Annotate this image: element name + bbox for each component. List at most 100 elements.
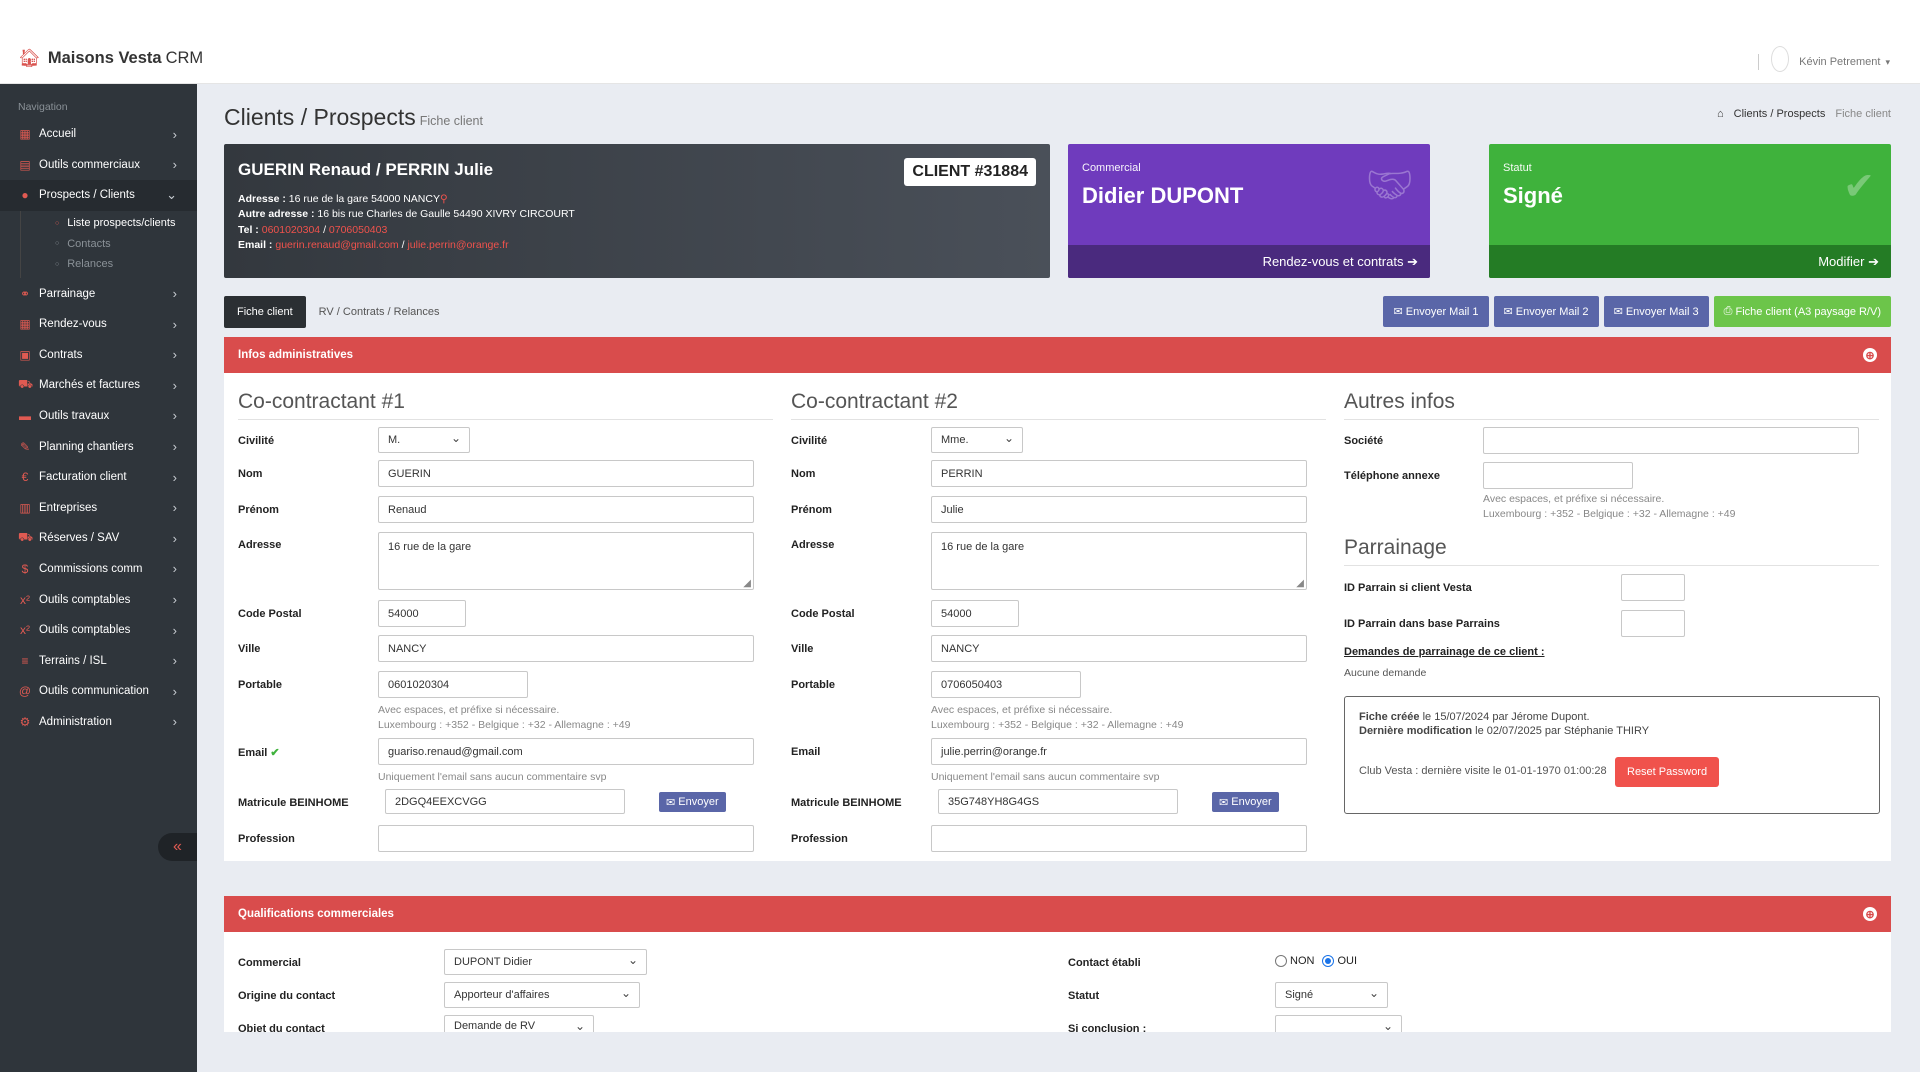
c1-prenom-input[interactable]: Renaud [378, 496, 754, 523]
origine-select[interactable]: Apporteur d'affaires [444, 982, 640, 1008]
breadcrumb-clients[interactable]: Clients / Prospects [1733, 108, 1826, 120]
email-link-1[interactable]: guerin.renaud@gmail.com [275, 238, 399, 251]
parrainage-title: Parrainage [1344, 536, 1879, 566]
sidebar-item-0[interactable]: ▦ Accueil › [0, 119, 197, 150]
demandes-parrainage-link[interactable]: Demandes de parrainage de ce client : [1344, 646, 1545, 658]
sidebar-item-16[interactable]: @ Outils communication › [0, 676, 197, 707]
collapse-sidebar-button[interactable]: « [158, 833, 197, 861]
sidebar-item-1[interactable]: ▤ Outils commerciaux › [0, 150, 197, 181]
c1-profession-input[interactable] [378, 825, 754, 852]
user-menu[interactable]: Kévin Petrement ▾ [1758, 46, 1890, 72]
arrow-circle-right-icon: ➔ [1407, 253, 1418, 269]
sidebar-item-17[interactable]: ⚙ Administration › [0, 707, 197, 738]
tab-rv-contrats[interactable]: RV / Contrats / Relances [318, 306, 440, 318]
send-mail-2-button[interactable]: ✉ Envoyer Mail 2 [1493, 296, 1599, 327]
civilite-label: Civilité [791, 435, 828, 447]
c2-matricule-input[interactable]: 35G748YH8G4GS [938, 789, 1178, 814]
sidebar-item-label: Commissions comm [39, 562, 143, 575]
sidebar-item-3[interactable]: ⚭ Parrainage › [0, 278, 197, 309]
chevron-right-icon: › [172, 157, 177, 173]
sidebar-item-13[interactable]: x² Outils comptables › [0, 584, 197, 615]
send-mail-3-button[interactable]: ✉ Envoyer Mail 3 [1603, 296, 1709, 327]
c1-send-button[interactable]: ✉ Envoyer [659, 792, 726, 812]
admin-panel-header[interactable]: Infos administratives ⊕ [224, 337, 1891, 373]
page-bottom [197, 1032, 1920, 1072]
history-box: Fiche créée le 15/07/2024 par Jérome Dup… [1344, 696, 1880, 814]
modify-status-link[interactable]: Modifier ➔ [1489, 245, 1891, 278]
c2-email-input[interactable]: julie.perrin@orange.fr [931, 738, 1307, 765]
email-link-2[interactable]: julie.perrin@orange.fr [407, 238, 509, 251]
c1-adresse-input[interactable]: 16 rue de la gare [378, 532, 754, 590]
c1-matricule-input[interactable]: 2DGQ4EEXCVGG [385, 789, 625, 814]
sidebar-item-7[interactable]: ▬ Outils travaux › [0, 401, 197, 432]
c2-nom-input[interactable]: PERRIN [931, 460, 1307, 487]
c1-civilite-input[interactable]: M. [378, 427, 470, 453]
sidebar-item-6[interactable]: ⛟ Marchés et factures › [0, 370, 197, 401]
c1-email-input[interactable]: guariso.renaud@gmail.com [378, 738, 754, 765]
statut-select[interactable]: Signé [1275, 982, 1388, 1008]
c1-phone-hint: Avec espaces, et préfixe si nécessaire. L… [378, 704, 631, 731]
sidebar-item-5[interactable]: ▣ Contrats › [0, 339, 197, 370]
c2-send-button[interactable]: ✉ Envoyer [1212, 792, 1279, 812]
phone-link-1[interactable]: 0601020304 [261, 223, 321, 236]
c2-civilite-input[interactable]: Mme. [931, 427, 1023, 453]
objet-select[interactable]: Demande de RV [444, 1015, 594, 1037]
sidebar-item-14[interactable]: x² Outils comptables › [0, 615, 197, 646]
radio-non[interactable]: NON [1275, 955, 1314, 967]
sidebar-item-11[interactable]: ⛟ Réserves / SAV › [0, 523, 197, 554]
admin-panel: Infos administratives ⊕ Co-contractant #1… [224, 337, 1891, 861]
nom-label: Nom [791, 468, 816, 480]
c1-portable-input[interactable]: 0601020304 [378, 671, 528, 698]
prenom-label: Prénom [238, 504, 279, 516]
quali-panel-header[interactable]: Qualifications commerciales ⊕ [224, 896, 1891, 932]
sidebar-item-12[interactable]: $ Commissions comm › [0, 554, 197, 585]
sidebar-item-2[interactable]: ● Prospects / Clients ⌄ [0, 180, 197, 211]
c1-ville-input[interactable]: NANCY [378, 635, 754, 662]
societe-input[interactable] [1483, 427, 1859, 454]
id-parrain-base-input[interactable] [1621, 610, 1685, 637]
chevron-right-icon: › [172, 439, 177, 455]
sidebar-item-15[interactable]: ≡ Terrains / ISL › [0, 645, 197, 676]
truck-icon: ⛟ [18, 530, 34, 545]
tel-annexe-input[interactable] [1483, 462, 1633, 489]
home-icon[interactable]: ⌂ [1717, 108, 1724, 120]
send-mail-1-button[interactable]: ✉ Envoyer Mail 1 [1383, 296, 1489, 327]
c2-profession-input[interactable] [931, 825, 1307, 852]
nav-title: Navigation [18, 101, 68, 113]
c2-adresse-input[interactable]: 16 rue de la gare [931, 532, 1307, 590]
expand-icon[interactable]: ⊕ [1863, 907, 1877, 921]
submenu-item-2[interactable]: ○ Relances [55, 258, 114, 271]
radio-oui[interactable]: OUI [1322, 955, 1357, 967]
expand-icon[interactable]: ⊕ [1863, 348, 1877, 362]
c1-cp-input[interactable]: 54000 [378, 600, 466, 627]
profession-label: Profession [791, 833, 848, 845]
status-value: Signé [1503, 183, 1563, 208]
reset-password-button[interactable]: Reset Password [1615, 757, 1720, 787]
map-marker-icon[interactable]: ⚲ [439, 193, 448, 205]
sidebar-item-8[interactable]: ✎ Planning chantiers › [0, 431, 197, 462]
phone-link-2[interactable]: 0706050403 [328, 223, 388, 236]
submenu-item-0[interactable]: ○ Liste prospects/clients [55, 217, 176, 230]
c2-section: Co-contractant #2 [791, 390, 1326, 420]
id-parrain-vesta-input[interactable] [1621, 574, 1685, 601]
c2-portable-input[interactable]: 0706050403 [931, 671, 1081, 698]
sidebar-item-label: Réserves / SAV [39, 532, 120, 545]
circle-icon: ○ [55, 240, 60, 248]
c2-ville-input[interactable]: NANCY [931, 635, 1307, 662]
submenu-item-1[interactable]: ○ Contacts [55, 237, 111, 250]
client-summary-card: GUERIN Renaud / PERRIN Julie CLIENT #318… [224, 144, 1050, 278]
tab-fiche-client[interactable]: Fiche client [224, 296, 306, 328]
brand-suffix: CRM [165, 49, 204, 67]
sidebar-item-9[interactable]: € Facturation client › [0, 462, 197, 493]
c2-cp-input[interactable]: 54000 [931, 600, 1019, 627]
prospects-submenu: ○ Liste prospects/clients ○ Contacts ○ Relanc… [20, 210, 197, 279]
c1-nom-input[interactable]: GUERIN [378, 460, 754, 487]
commercial-select[interactable]: DUPONT Didier [444, 949, 647, 975]
print-fiche-button[interactable]: ⎙ Fiche client (A3 paysage R/V) [1713, 296, 1891, 327]
cp-label: Code Postal [238, 608, 302, 620]
sidebar-item-4[interactable]: ▦ Rendez-vous › [0, 309, 197, 340]
sidebar-item-10[interactable]: ▥ Entreprises › [0, 492, 197, 523]
brand-logo[interactable]: 🏠︎ Maisons Vesta CRM [18, 48, 203, 69]
c2-prenom-input[interactable]: Julie [931, 496, 1307, 523]
rdv-contracts-link[interactable]: Rendez-vous et contrats ➔ [1068, 245, 1430, 278]
